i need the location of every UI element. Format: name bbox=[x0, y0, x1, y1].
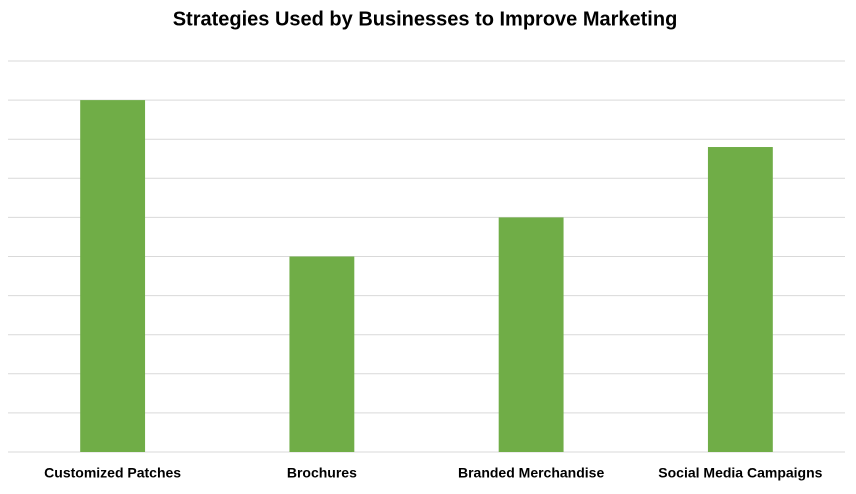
x-tick-label: Branded Merchandise bbox=[458, 465, 604, 481]
bar bbox=[289, 256, 355, 452]
x-tick-label: Customized Patches bbox=[44, 465, 181, 481]
chart-title: Strategies Used by Businesses to Improve… bbox=[173, 8, 678, 30]
x-tick-label: Social Media Campaigns bbox=[658, 465, 822, 481]
bar bbox=[498, 217, 564, 452]
x-tick-label: Brochures bbox=[287, 465, 357, 481]
bar bbox=[80, 100, 146, 452]
bar bbox=[707, 147, 773, 452]
